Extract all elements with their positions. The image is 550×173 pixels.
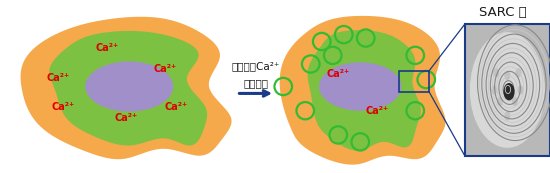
Ellipse shape <box>85 61 173 112</box>
Ellipse shape <box>470 32 545 148</box>
Text: Ca²⁺: Ca²⁺ <box>46 73 69 83</box>
Ellipse shape <box>491 85 497 95</box>
Text: Ca²⁺: Ca²⁺ <box>365 106 388 116</box>
Ellipse shape <box>518 85 524 95</box>
Bar <box>465 24 550 156</box>
Text: Ca²⁺: Ca²⁺ <box>115 113 138 123</box>
Text: 小胞体内Ca²⁺: 小胞体内Ca²⁺ <box>232 61 280 71</box>
Text: Ca²⁺: Ca²⁺ <box>96 43 119 53</box>
Polygon shape <box>20 17 232 159</box>
Text: Ca²⁺: Ca²⁺ <box>164 102 188 112</box>
Ellipse shape <box>497 97 503 106</box>
Text: SARC 体: SARC 体 <box>480 6 527 19</box>
Text: 枯渇誘導: 枯渇誘導 <box>243 78 268 88</box>
Ellipse shape <box>504 71 510 80</box>
Ellipse shape <box>512 97 518 106</box>
Text: Ca²⁺: Ca²⁺ <box>327 69 350 79</box>
Ellipse shape <box>493 68 499 77</box>
Ellipse shape <box>319 62 402 111</box>
Ellipse shape <box>503 83 515 100</box>
Ellipse shape <box>515 68 521 77</box>
Text: Ca²⁺: Ca²⁺ <box>153 64 177 74</box>
Polygon shape <box>50 31 207 145</box>
Ellipse shape <box>504 111 510 121</box>
Bar <box>399 71 429 92</box>
Text: Ca²⁺: Ca²⁺ <box>52 102 75 112</box>
Polygon shape <box>307 30 421 151</box>
Polygon shape <box>279 16 446 165</box>
